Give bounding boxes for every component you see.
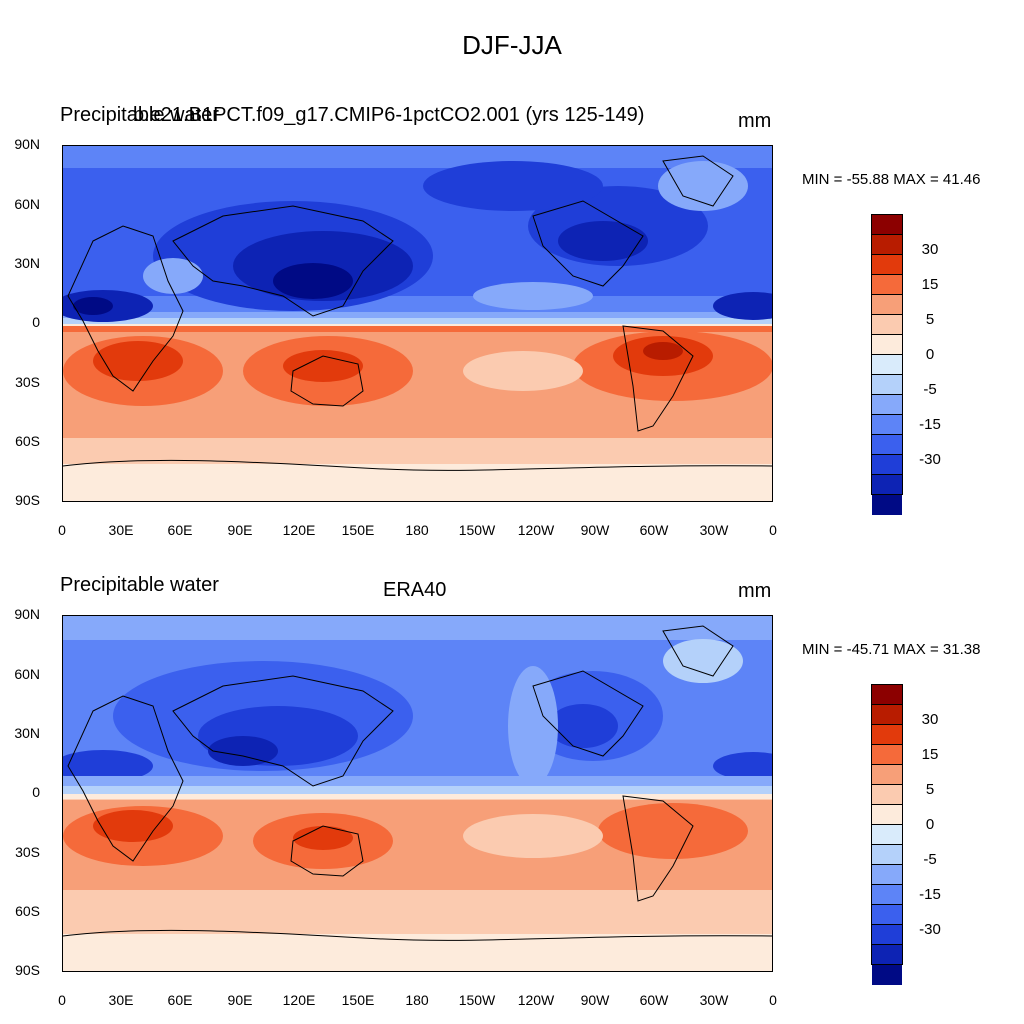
panel-1-lat-label: 60S bbox=[15, 433, 40, 449]
panel-1-lat-label: 30S bbox=[15, 374, 40, 390]
panel-1-colorbar-label: 15 bbox=[921, 276, 939, 293]
panel-1-case-title: b.e21.B1PCT.f09_g17.CMIP6-1pctCO2.001 (y… bbox=[133, 104, 645, 126]
panel-2-lat-label: 60N bbox=[14, 666, 40, 682]
panel-1-lon-label: 90W bbox=[580, 522, 610, 538]
panel-1-field-title: Precipitable water bbox=[60, 104, 219, 126]
panel-1-lon-label: 90E bbox=[227, 522, 253, 538]
panel-2-colorbar-label: 0 bbox=[925, 816, 935, 833]
panel-1-min-max: MIN = -55.88 MAX = 41.46 bbox=[802, 171, 981, 188]
colorbar-swatch bbox=[872, 275, 902, 295]
panel-2-units: mm bbox=[738, 580, 772, 602]
panel-1-lon-label: 0 bbox=[769, 522, 777, 538]
colorbar-swatch bbox=[872, 315, 902, 335]
panel-1-lon-label: 30W bbox=[699, 522, 729, 538]
panel-1-colorbar-label: 0 bbox=[925, 346, 935, 363]
panel-1-lat-label: 0 bbox=[32, 314, 40, 330]
panel-1-colorbar-label: 30 bbox=[921, 241, 939, 258]
panel-2-colorbar-label: -15 bbox=[919, 886, 941, 903]
panel-1-lon-label: 180 bbox=[405, 522, 429, 538]
panel-2-lon-label: 120E bbox=[282, 992, 316, 1008]
panel-2-colorbar-label: 15 bbox=[921, 746, 939, 763]
colorbar-swatch bbox=[872, 685, 902, 705]
panel-2-lon-label: 90E bbox=[227, 992, 253, 1008]
panel-1-lon-label: 0 bbox=[58, 522, 66, 538]
panel-2-colorbar-label: -5 bbox=[923, 851, 937, 868]
colorbar-swatch bbox=[872, 435, 902, 455]
colorbar-swatch bbox=[872, 765, 902, 785]
panel-1-field-map bbox=[63, 146, 772, 501]
panel-2-lon-label: 150W bbox=[458, 992, 496, 1008]
colorbar-swatch bbox=[872, 865, 902, 885]
colorbar-swatch bbox=[872, 375, 902, 395]
colorbar-swatch bbox=[872, 455, 902, 475]
colorbar-swatch bbox=[872, 825, 902, 845]
panel-1-lat-label: 90S bbox=[15, 492, 40, 508]
panel-2-field-title: Precipitable water bbox=[60, 574, 219, 596]
colorbar-swatch bbox=[872, 495, 902, 515]
colorbar-swatch bbox=[872, 785, 902, 805]
panel-1-lon-label: 120W bbox=[517, 522, 555, 538]
panel-1-lat-label: 90N bbox=[14, 136, 40, 152]
colorbar-swatch bbox=[872, 295, 902, 315]
panel-1-lat-label: 30N bbox=[14, 255, 40, 271]
panel-1-colorbar-label: 5 bbox=[925, 311, 935, 328]
panel-1-lon-label: 150E bbox=[341, 522, 375, 538]
panel-2-lat-label: 60S bbox=[15, 903, 40, 919]
colorbar-swatch bbox=[872, 945, 902, 965]
panel-1-lat-label: 60N bbox=[14, 196, 40, 212]
panel-1-lon-label: 60W bbox=[639, 522, 669, 538]
panel-1-map bbox=[62, 145, 773, 502]
colorbar-swatch bbox=[872, 255, 902, 275]
panel-2-lat-label: 0 bbox=[32, 784, 40, 800]
panel-2-case-title: ERA40 bbox=[383, 579, 447, 601]
panel-2-min-max: MIN = -45.71 MAX = 31.38 bbox=[802, 641, 981, 658]
panel-1-colorbar-label: -30 bbox=[919, 451, 941, 468]
colorbar-swatch bbox=[872, 845, 902, 865]
colorbar-swatch bbox=[872, 925, 902, 945]
panel-1-units: mm bbox=[738, 110, 772, 132]
panel-2-lon-label: 0 bbox=[58, 992, 66, 1008]
colorbar-swatch bbox=[872, 965, 902, 985]
panel-1-lon-label: 150W bbox=[458, 522, 496, 538]
panel-1-lon-label: 30E bbox=[108, 522, 134, 538]
colorbar-swatch bbox=[872, 235, 902, 255]
panel-2-map bbox=[62, 615, 773, 972]
panel-2-lon-label: 60W bbox=[639, 992, 669, 1008]
colorbar-swatch bbox=[872, 705, 902, 725]
colorbar-swatch bbox=[872, 885, 902, 905]
figure-title: DJF-JJA bbox=[462, 30, 562, 60]
panel-2-lon-label: 120W bbox=[517, 992, 555, 1008]
panel-2-lat-label: 30N bbox=[14, 725, 40, 741]
panel-2-lon-label: 180 bbox=[405, 992, 429, 1008]
panel-2-lon-label: 30E bbox=[108, 992, 134, 1008]
panel-2-lat-label: 90S bbox=[15, 962, 40, 978]
panel-2-colorbar bbox=[871, 684, 903, 985]
panel-1-colorbar-label: -5 bbox=[923, 381, 937, 398]
panel-1-colorbar-label: -15 bbox=[919, 416, 941, 433]
colorbar-swatch bbox=[872, 745, 902, 765]
colorbar-swatch bbox=[872, 355, 902, 375]
panel-2-lon-label: 90W bbox=[580, 992, 610, 1008]
panel-2-lon-label: 150E bbox=[341, 992, 375, 1008]
colorbar-swatch bbox=[872, 805, 902, 825]
panel-1-lon-label: 60E bbox=[167, 522, 193, 538]
colorbar-swatch bbox=[872, 415, 902, 435]
panel-2-colorbar-label: 5 bbox=[925, 781, 935, 798]
colorbar-swatch bbox=[872, 475, 902, 495]
colorbar-swatch bbox=[872, 725, 902, 745]
colorbar-swatch bbox=[872, 335, 902, 355]
panel-1-colorbar bbox=[871, 214, 903, 515]
panel-2-lat-label: 90N bbox=[14, 606, 40, 622]
panel-2-lon-label: 0 bbox=[769, 992, 777, 1008]
panel-2-lon-label: 30W bbox=[699, 992, 729, 1008]
colorbar-swatch bbox=[872, 905, 902, 925]
panel-2-lon-label: 60E bbox=[167, 992, 193, 1008]
panel-2-colorbar-label: -30 bbox=[919, 921, 941, 938]
panel-2-field-map bbox=[63, 616, 772, 971]
colorbar-swatch bbox=[872, 215, 902, 235]
panel-2-colorbar-label: 30 bbox=[921, 711, 939, 728]
panel-1-lon-label: 120E bbox=[282, 522, 316, 538]
panel-2-lat-label: 30S bbox=[15, 844, 40, 860]
colorbar-swatch bbox=[872, 395, 902, 415]
